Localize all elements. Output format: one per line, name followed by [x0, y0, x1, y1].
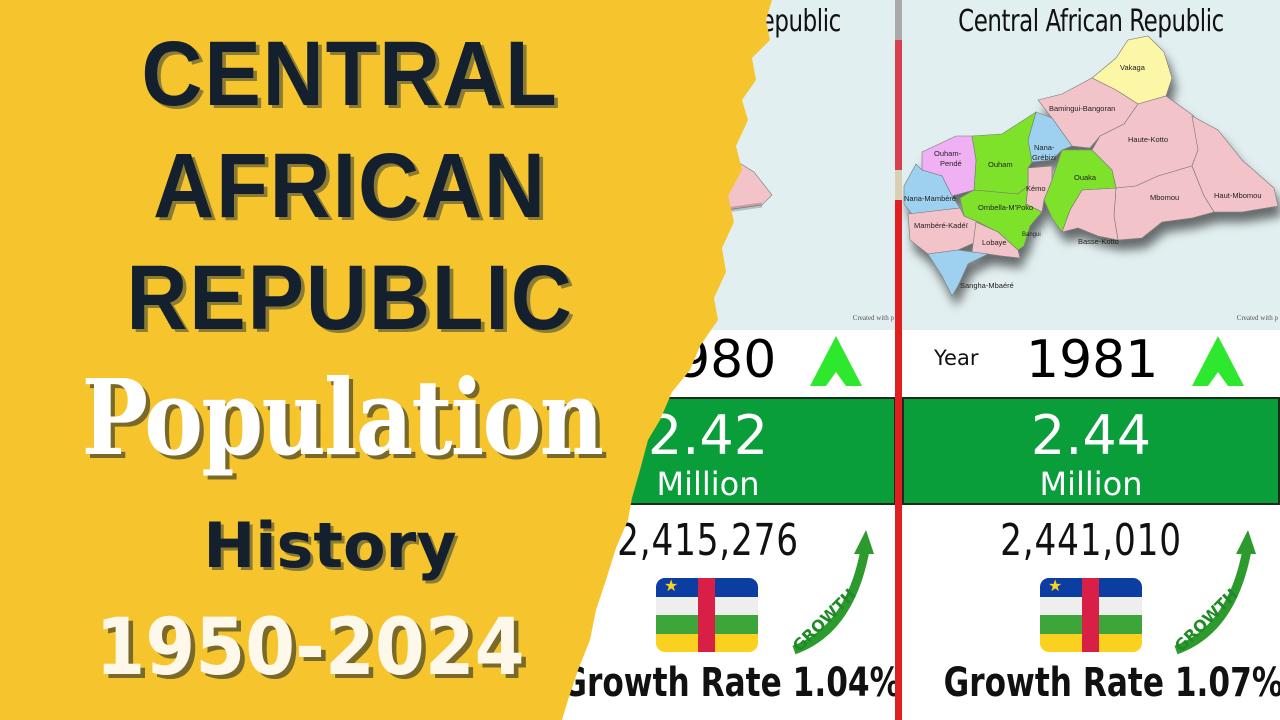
growth-rate-label: Growth Rate [561, 660, 782, 706]
population-unit: Million [1039, 465, 1143, 503]
year-value: 1980 [644, 330, 777, 390]
growth-arrow-text: GROWTH [789, 585, 860, 656]
growth-arrow-icon: GROWTH [789, 530, 874, 656]
panel-previous-year: Haute-Kotto Mbomou Haut-Mbomou Central A… [520, 0, 896, 720]
up-arrow-icon [810, 336, 862, 386]
car-flag-icon: ★ [1040, 578, 1142, 652]
car-flag-icon: ★ [656, 578, 758, 652]
region-label: Mambéré-Kadéï [914, 221, 969, 230]
region-label: Basse-Kotto [1078, 237, 1119, 246]
region-label: Ouham [988, 160, 1013, 169]
region-label: Mbomou [1150, 193, 1179, 202]
growth-rate-label: Growth Rate [943, 660, 1164, 706]
population-millions-box: 2.44 Million [902, 397, 1280, 505]
year-label: Year [552, 346, 597, 370]
region-label: Grébizi [1032, 153, 1056, 162]
region-label: Nana- [1034, 143, 1055, 152]
up-arrow-icon [1192, 336, 1244, 386]
growth-rate-value: 1.04% [792, 660, 896, 706]
map-title: Central African Republic [575, 4, 841, 39]
panel-current-year: Vakaga Bamingui-Bangoran Haute-Kotto Hau… [902, 0, 1280, 720]
region-label: Ombella-M'Poko [978, 203, 1033, 212]
panel-divider [895, 0, 902, 720]
region-label: Kémo [1026, 184, 1046, 193]
growth-rate: Growth Rate 1.04% [561, 660, 896, 706]
region-label: Lobaye [982, 238, 1007, 247]
region-label: Haute-Kotto [592, 135, 635, 144]
map-title: Central African Republic [958, 4, 1224, 39]
population-exact: 2,441,010 [1000, 515, 1182, 566]
population-unit: Million [656, 465, 760, 503]
car-map: Haute-Kotto Mbomou Haut-Mbomou [551, 29, 773, 253]
population-millions-box: 2.42 Million [520, 397, 896, 505]
car-map: Vakaga Bamingui-Bangoran Haute-Kotto Hau… [903, 35, 1279, 297]
map-credit: Created with p [1236, 314, 1278, 322]
star-icon: ★ [664, 578, 679, 595]
growth-arrow-text: GROWTH [1171, 585, 1242, 656]
map-area: Vakaga Bamingui-Bangoran Haute-Kotto Hau… [902, 0, 1280, 330]
region-label: Bangui [1022, 232, 1041, 238]
year-value: 1981 [1026, 330, 1159, 390]
region-label: Bamingui-Bangoran [1049, 104, 1115, 113]
population-millions: 2.42 [647, 404, 769, 467]
region-label: Haute-Kotto [1128, 135, 1168, 144]
population-millions: 2.44 [1030, 404, 1152, 467]
year-row: Year 1980 [520, 330, 896, 397]
year-row: Year 1981 [902, 330, 1280, 397]
star-icon: ★ [1048, 578, 1063, 595]
growth-arrow-icon: GROWTH [1171, 530, 1256, 656]
region-label: Pendé [940, 159, 962, 168]
region-label: Ouaka [1074, 173, 1097, 182]
region-label: Ouham- [934, 149, 962, 158]
year-label: Year [934, 346, 979, 370]
region-label: Nana-Mambéré [904, 194, 956, 203]
region-label: Haut-Mbomou [676, 193, 727, 202]
year-range: 1950-2024 [95, 603, 525, 693]
growth-rate-value: 1.07% [1174, 660, 1280, 706]
region-label: Vakaga [1120, 63, 1146, 72]
map-area: Haute-Kotto Mbomou Haut-Mbomou Central A… [520, 0, 896, 330]
region-label: Mbomou [608, 193, 639, 202]
map-credit: Created with p [852, 314, 894, 322]
region-label: Haut-Mbomou [1214, 191, 1262, 200]
growth-rate: Growth Rate 1.07% [943, 660, 1280, 706]
region-label: Sangha-Mbaéré [960, 281, 1014, 290]
